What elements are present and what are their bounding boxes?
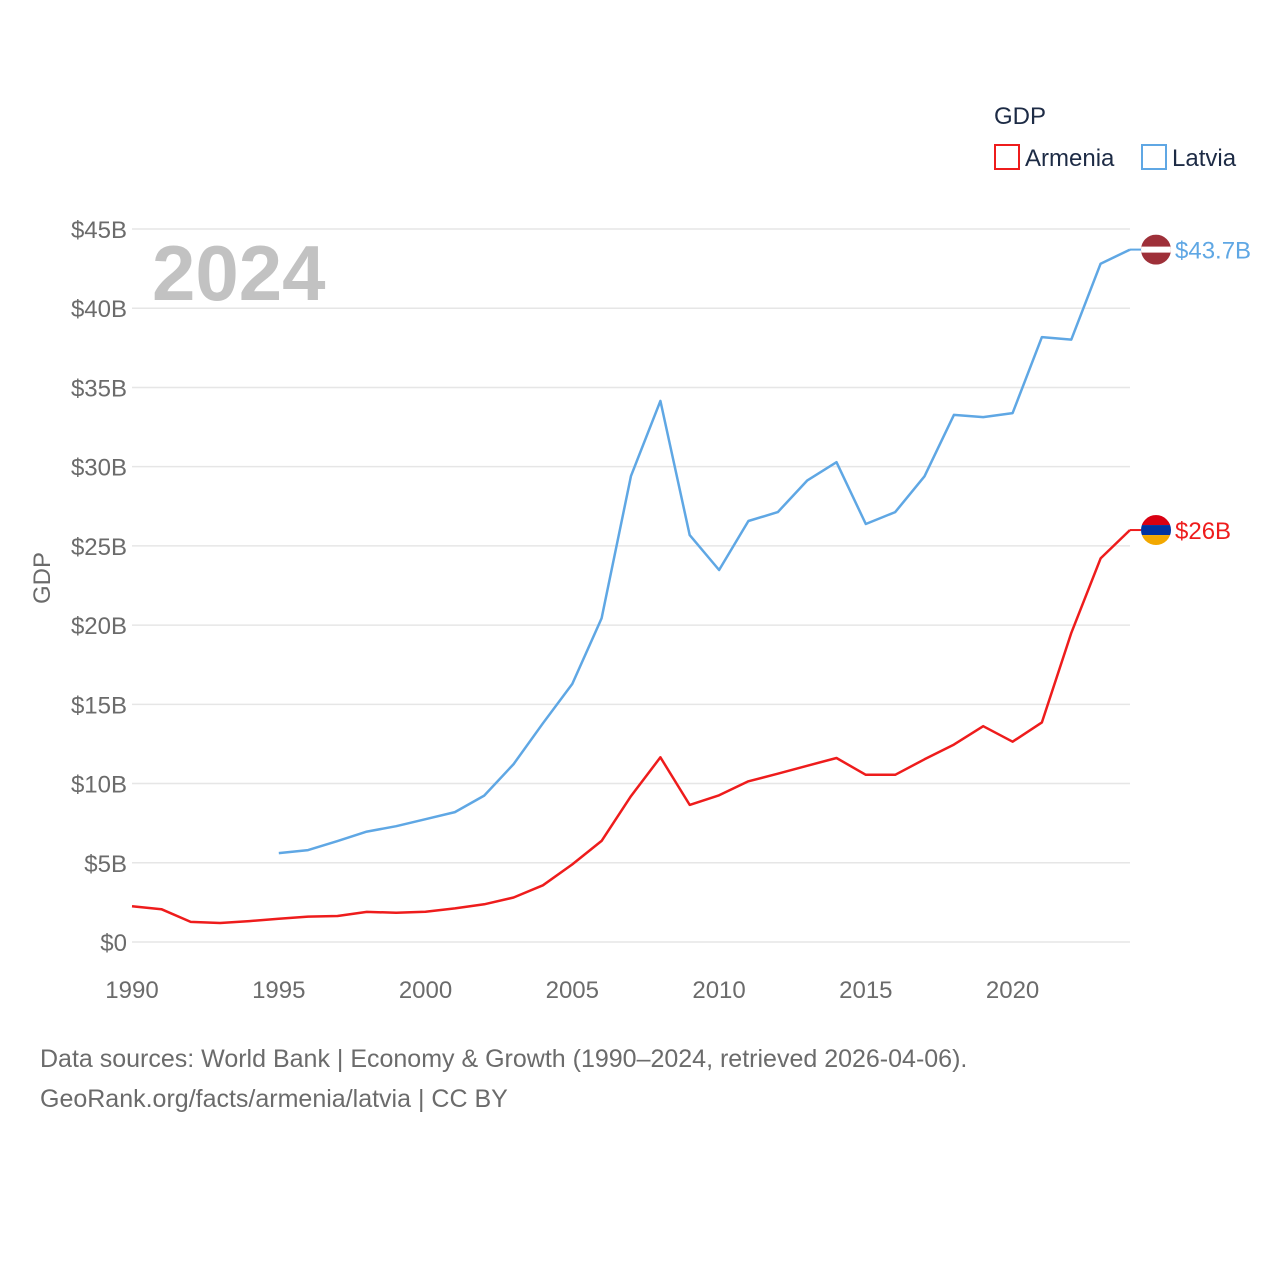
legend-title: GDP	[994, 103, 1046, 130]
y-tick-label: $20B	[71, 613, 127, 640]
source-link[interactable]: GeoRank.org/facts/armenia/latvia | CC BY	[40, 1085, 508, 1113]
latvia-flag-icon	[1141, 234, 1171, 265]
y-tick-label: $30B	[71, 455, 127, 482]
legend-label-armenia: Armenia	[1025, 145, 1115, 172]
y-axis-ticks: $0 $5B $10B $15B $20B $25B $30B $35B $40B $45B	[71, 217, 127, 957]
y-tick-label: $10B	[71, 772, 127, 799]
legend: GDP Armenia Latvia	[994, 103, 1237, 172]
y-tick-label: $5B	[84, 851, 127, 878]
x-tick-label: 1995	[252, 977, 305, 1004]
x-tick-label: 2005	[546, 977, 599, 1004]
y-tick-label: $25B	[71, 534, 127, 561]
armenia-flag-icon	[1141, 515, 1171, 546]
y-axis-label: GDP	[29, 552, 56, 604]
legend-label-latvia: Latvia	[1172, 145, 1237, 172]
series-lines	[131, 248, 1131, 925]
series-end-markers: $26B $43.7B	[1130, 234, 1251, 546]
x-tick-label: 1990	[105, 977, 158, 1004]
series-line-latvia	[278, 248, 1131, 855]
gridlines	[132, 228, 1130, 943]
y-tick-label: $40B	[71, 296, 127, 323]
legend-swatch-armenia	[994, 144, 1020, 170]
y-tick-label: $15B	[71, 692, 127, 719]
y-tick-label: $35B	[71, 375, 127, 402]
gdp-line-chart: $0 $5B $10B $15B $20B $25B $30B $35B $40B $45B 19…	[29, 103, 1251, 1004]
y-tick-label: $0	[100, 930, 127, 957]
legend-swatch-latvia	[1141, 144, 1167, 170]
source-note: Data sources: World Bank | Economy & Gro…	[40, 1045, 968, 1073]
series-line-armenia	[131, 529, 1131, 925]
end-label-armenia: $26B	[1175, 518, 1231, 545]
x-tick-label: 2000	[399, 977, 452, 1004]
year-watermark: 2024	[152, 229, 326, 317]
y-tick-label: $45B	[71, 217, 127, 244]
x-tick-label: 2015	[839, 977, 892, 1004]
x-tick-label: 2010	[692, 977, 745, 1004]
x-tick-label: 2020	[986, 977, 1039, 1004]
x-axis-ticks: 1990 1995 2000 2005 2010 2015 2020	[105, 977, 1039, 1004]
end-label-latvia: $43.7B	[1175, 238, 1251, 265]
